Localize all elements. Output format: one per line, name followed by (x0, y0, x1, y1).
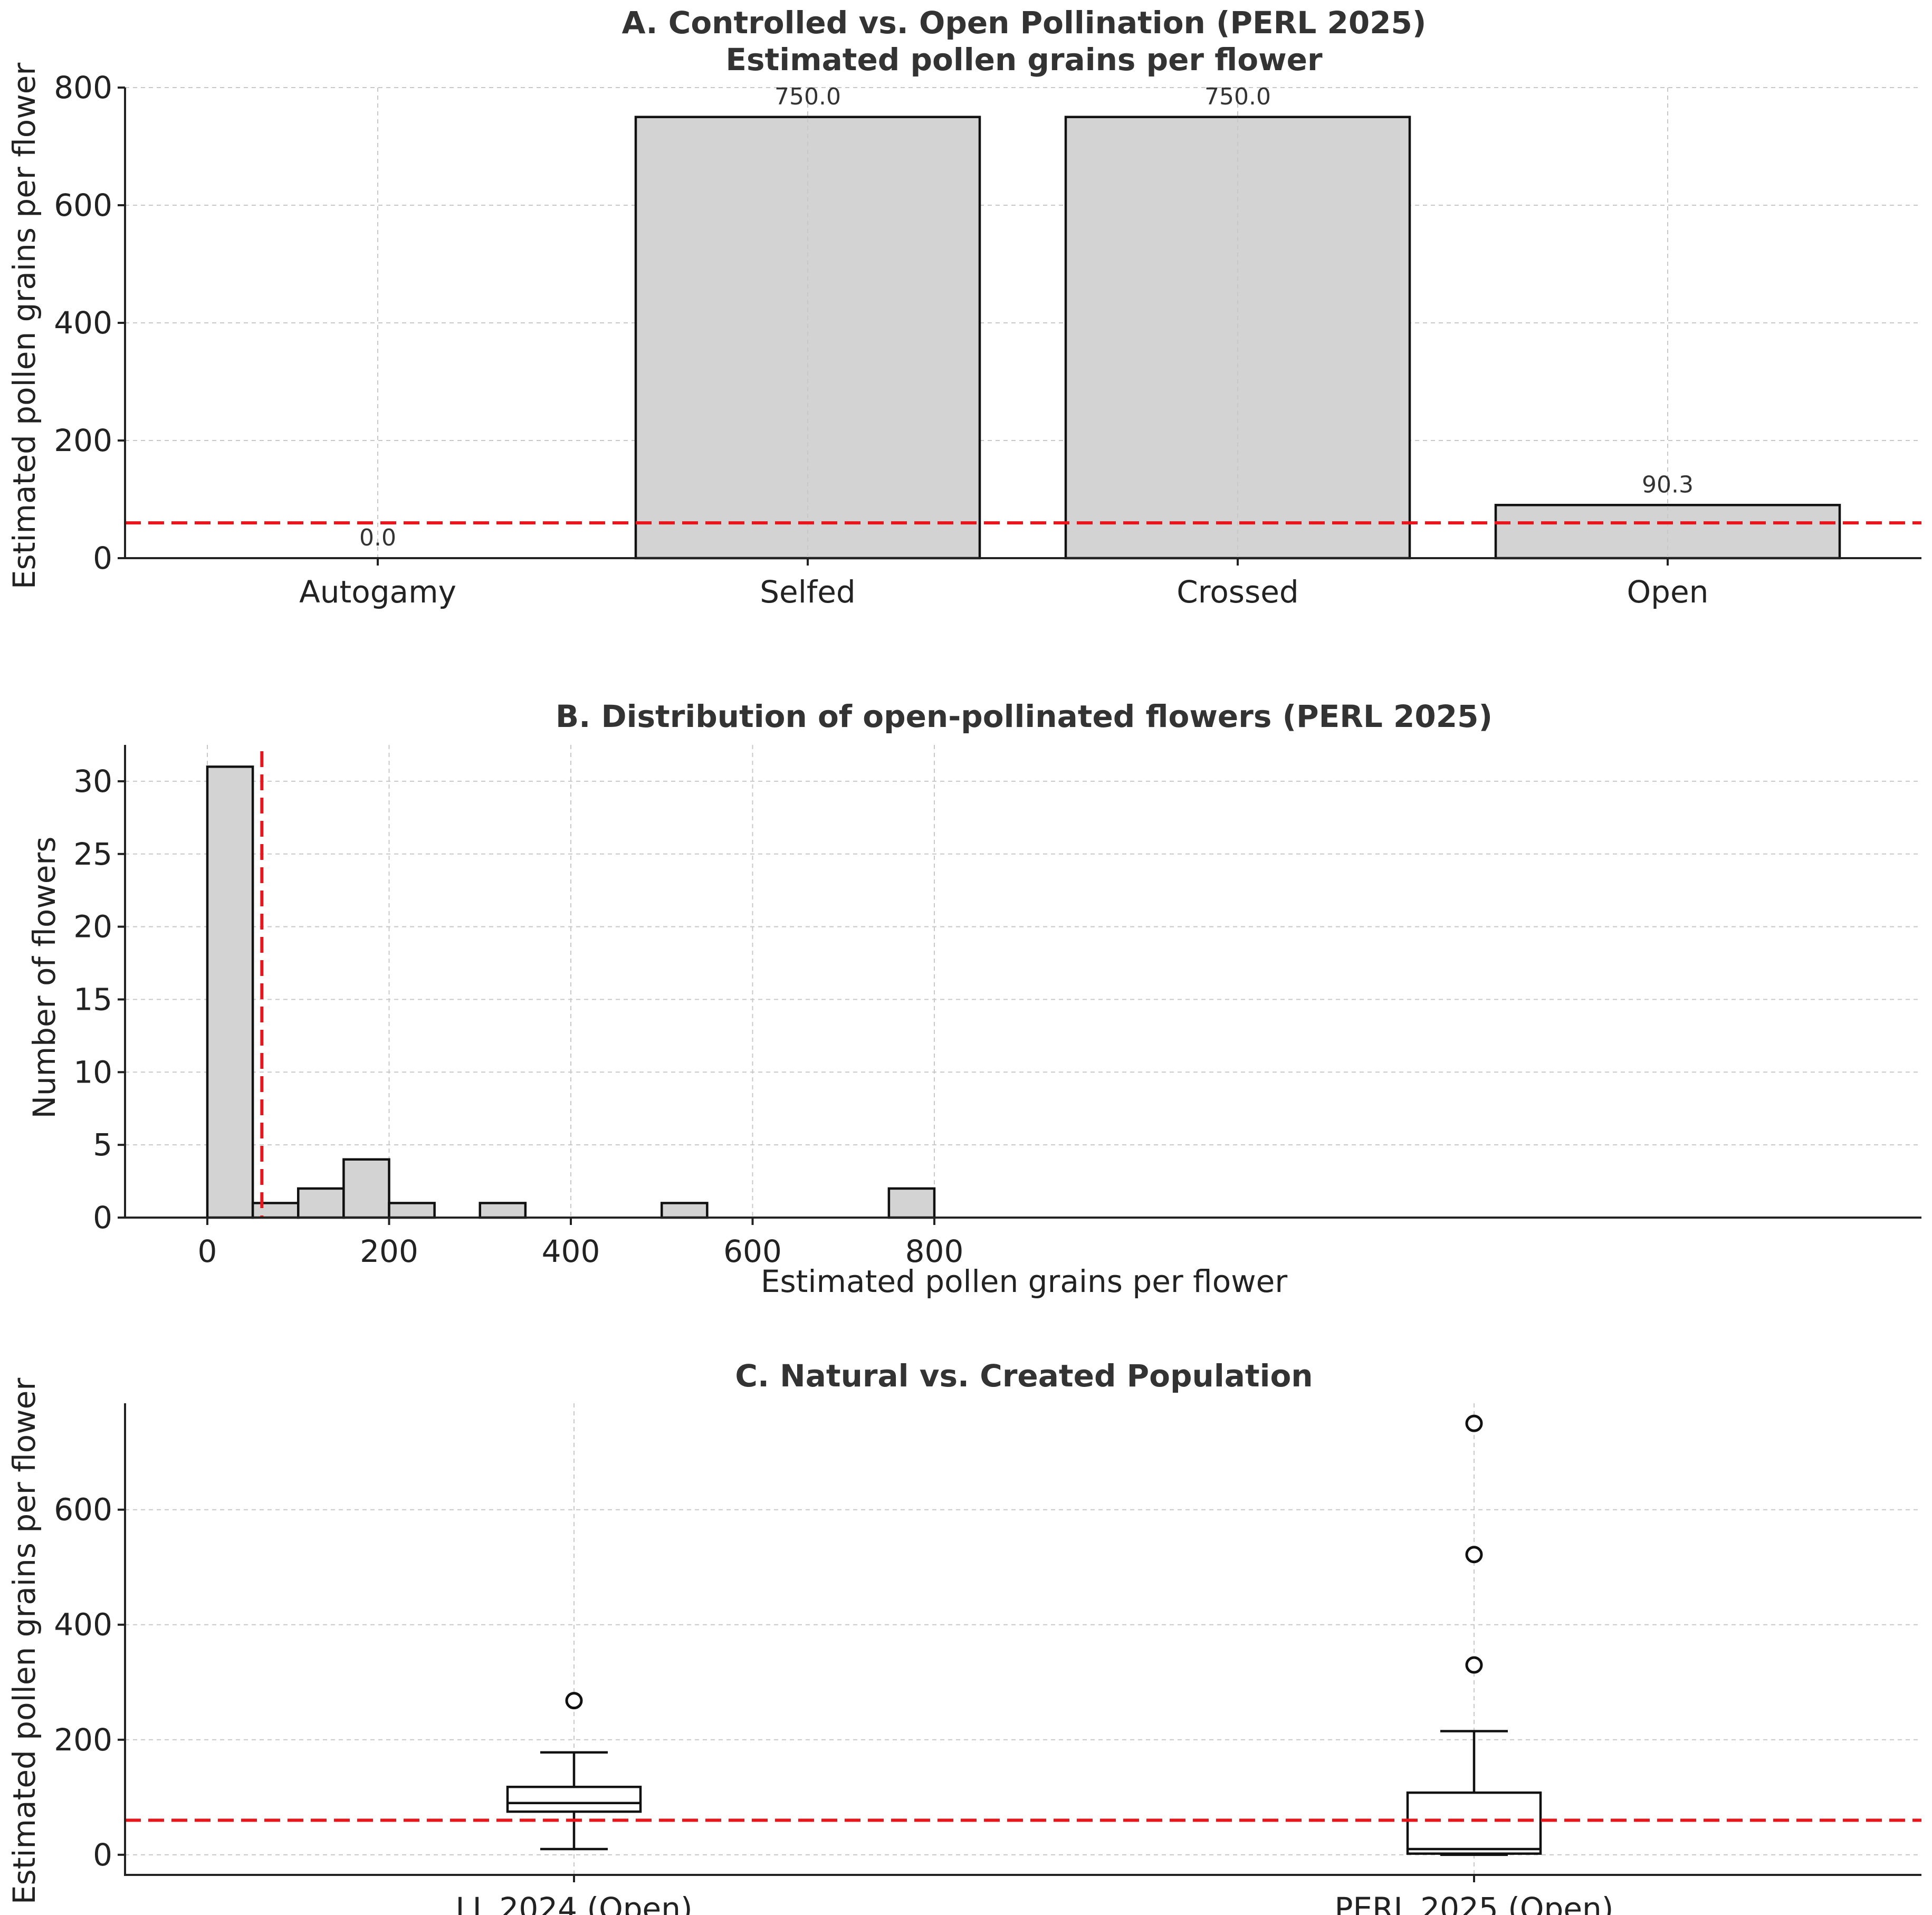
panel-c-box (506, 1785, 642, 1813)
panel-c-y-tick-label: 400 (54, 1607, 112, 1643)
panel-c-y-tick-label: 0 (93, 1837, 112, 1873)
panel-b-x-tick-label: 400 (542, 1233, 600, 1269)
panel-c-outlier-point (1465, 1656, 1483, 1674)
panel-b-histogram: B. Distribution of open-pollinated flowe… (26, 698, 1921, 1299)
panel-b-y-tick-label: 20 (73, 909, 112, 945)
panel-b-y-tick-label: 5 (93, 1127, 112, 1163)
panel-b-bin (388, 1202, 436, 1219)
panel-b-y-tick-label: 0 (93, 1200, 112, 1236)
panel-b-x-tick-label: 200 (360, 1233, 418, 1269)
panel-b-bin (297, 1187, 345, 1219)
panel-c-title: C. Natural vs. Created Population (735, 1358, 1313, 1394)
panel-b-bin (342, 1158, 390, 1219)
panel-c-y-axis-label: Estimated pollen grains per flower (6, 1378, 42, 1905)
panel-c-outlier-point (1465, 1414, 1483, 1432)
panel-c-outlier-point (565, 1692, 583, 1710)
panel-a-y-tick-label: 0 (93, 540, 112, 576)
panel-c-box-plot: C. Natural vs. Created Population Estima… (6, 1358, 1921, 1915)
panel-b-y-tick-label: 15 (73, 981, 112, 1017)
panel-a-value-label: 750.0 (774, 83, 841, 110)
panel-a-value-label: 90.3 (1642, 471, 1694, 498)
panel-c-outlier-point (1465, 1546, 1483, 1564)
panel-a-y-tick-label: 400 (54, 305, 112, 341)
panel-c-x-tick-label: LL 2024 (Open) (455, 1891, 692, 1915)
panel-a-x-tick-label: Open (1627, 574, 1709, 610)
panel-b-bin (661, 1202, 709, 1219)
panel-b-bin (206, 765, 254, 1219)
panel-c-y-tick-label: 600 (54, 1492, 112, 1528)
panel-a-value-label: 0.0 (359, 524, 396, 551)
panel-a-title: A. Controlled vs. Open Pollination (PERL… (622, 5, 1427, 41)
panel-a-bar-chart: A. Controlled vs. Open Pollination (PERL… (6, 5, 1921, 610)
panel-c-x-tick-label: PERL 2025 (Open) (1335, 1891, 1614, 1915)
panel-b-y-axis-label: Number of flowers (26, 837, 62, 1119)
panel-a-x-tick-label: Autogamy (299, 574, 456, 610)
panel-a-value-label: 750.0 (1204, 83, 1271, 110)
panel-a-x-tick-label: Selfed (760, 574, 856, 610)
panel-b-bin (887, 1187, 936, 1219)
panel-a-y-tick-label: 200 (54, 423, 112, 458)
panel-b-x-tick-label: 0 (198, 1233, 217, 1269)
panel-b-bin (251, 1202, 300, 1219)
panel-b-y-tick-label: 25 (73, 836, 112, 872)
panel-b-y-tick-label: 10 (73, 1054, 112, 1090)
panel-b-title: B. Distribution of open-pollinated flowe… (556, 698, 1493, 734)
panel-a-y-tick-label: 600 (54, 187, 112, 223)
panel-b-x-axis-label: Estimated pollen grains per flower (761, 1263, 1288, 1299)
panel-b-y-tick-label: 30 (73, 763, 112, 799)
panel-a-subtitle: Estimated pollen grains per flower (725, 42, 1323, 78)
panel-a-x-tick-label: Crossed (1177, 574, 1299, 610)
panel-a-y-tick-label: 800 (54, 70, 112, 106)
panel-b-bin (479, 1202, 527, 1219)
panel-b-x-tick-label: 800 (905, 1233, 964, 1269)
panel-a-y-axis-label: Estimated pollen grains per flower (6, 63, 42, 590)
panel-c-y-tick-label: 200 (54, 1722, 112, 1758)
panel-b-x-tick-label: 600 (723, 1233, 782, 1269)
panel-c-box (1406, 1791, 1542, 1855)
